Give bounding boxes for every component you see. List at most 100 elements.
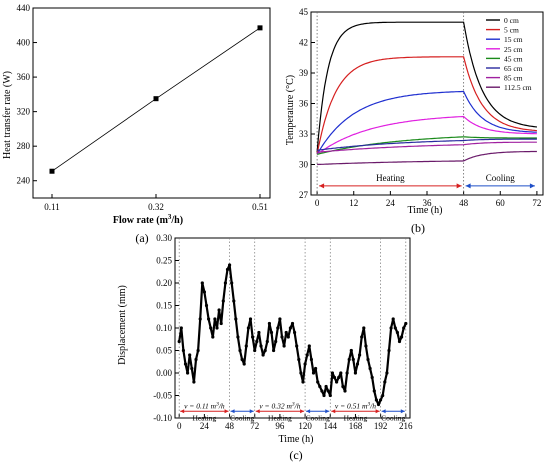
panel-b-x-tick-label: 48 [459, 198, 469, 208]
panel-a-data-point [257, 25, 263, 31]
panel-c-x-tick-label: 144 [324, 421, 338, 431]
panel-b-y-tick-label: 27 [299, 190, 309, 200]
panel-c-arrow-head [249, 409, 254, 414]
panel-c-x-tick-label: 168 [349, 421, 363, 431]
panel-c-flow-label: v = 0.51 m3/h [335, 401, 376, 410]
panel-b-legend-label: 45 cm [504, 54, 523, 63]
panel-c-x-axis-label: Time (h) [279, 434, 314, 445]
panel-c-arrow-head [180, 409, 185, 414]
panel-c-phase-label: Cooling [306, 413, 330, 422]
panel-b-phase-label: Cooling [486, 173, 516, 183]
panel-b-series-line [317, 138, 537, 151]
panel-c-y-tick-label: 0.10 [156, 323, 172, 333]
panel-b-series-line [316, 90, 537, 155]
panel-b-y-tick-label: 36 [299, 99, 309, 109]
panel-c-trace [178, 263, 407, 406]
panel-a-y-tick-label: 440 [17, 3, 31, 13]
panel-c-y-tick-label: -0.10 [153, 413, 172, 423]
panel-b-series-line [316, 136, 537, 155]
panel-a-y-tick-label: 280 [17, 141, 31, 151]
panel-b-series-line [317, 141, 537, 153]
panel-c-y-tick-label: 0.20 [156, 278, 172, 288]
panel-a-plot-frame [32, 7, 271, 199]
panel-c-arrow-head [224, 409, 229, 414]
panel-a-data-point [153, 96, 159, 102]
panel-c: Displacement (mm) Time (h) (c) -0.10 -0.0… [117, 233, 413, 462]
panel-b-phase-label: Heating [376, 173, 405, 183]
panel-b-series-line [317, 150, 537, 166]
panel-c-flow-label: v = 0.32 m3/h [259, 401, 300, 410]
panel-b-x-tick-label: 0 [315, 198, 320, 208]
panel-c-y-tick-label: 0.15 [156, 301, 172, 311]
panel-b-series-line [316, 21, 537, 153]
panel-c-x-tick-label: 72 [250, 421, 259, 431]
panel-b-legend-label: 5 cm [504, 26, 519, 35]
panel-b-x-tick-label: 60 [496, 198, 506, 208]
panel-b-label: (b) [411, 221, 425, 235]
panel-a: Heat transfer rate (W) Flow rate (m3/h) … [2, 3, 271, 245]
panel-b-y-axis-label: Temperature (°C) [285, 75, 296, 145]
panel-c-x-tick-label: 24 [200, 421, 210, 431]
panel-b-y-tick-label: 30 [299, 160, 309, 170]
panel-c-arrow-head [331, 409, 336, 414]
panel-b-x-tick-label: 24 [386, 198, 396, 208]
panel-b: Temperature (°C) Time (h) (b) 27 30 33 36 39… [285, 7, 544, 235]
panel-a-label: (a) [135, 231, 148, 245]
panel-c-y-axis-label: Displacement (mm) [117, 285, 128, 365]
panel-c-arrow-head [300, 409, 305, 414]
panel-b-y-tick-label: 39 [299, 68, 309, 78]
panel-b-series-line [316, 115, 537, 155]
panel-b-x-tick-label: 36 [423, 198, 433, 208]
panel-b-arrow-head [465, 183, 471, 189]
panel-b-x-tick-label: 12 [349, 198, 358, 208]
panel-a-x-tick-label: 0.51 [252, 202, 268, 212]
panel-a-x-tick-label: 0.11 [44, 202, 59, 212]
panel-a-data-point [49, 168, 55, 174]
panel-b-y-tick-label: 45 [299, 7, 309, 17]
panel-a-y-tick-label: 400 [17, 38, 31, 48]
panel-b-arrow-head [456, 183, 462, 189]
panel-c-label: (c) [289, 448, 302, 462]
panel-c-y-tick-label: 0.30 [156, 233, 172, 243]
panel-b-x-axis-label: Time (h) [408, 205, 443, 216]
panel-b-legend-label: 25 cm [504, 45, 523, 54]
panel-c-arrow-head [375, 409, 380, 414]
panel-c-y-tick-label: 0.00 [156, 368, 172, 378]
panel-c-phase-label: Cooling [381, 413, 405, 422]
panel-b-arrow-head [319, 183, 325, 189]
panel-c-y-tick-label: -0.05 [153, 391, 172, 401]
panel-a-y-axis-label: Heat transfer rate (W) [2, 71, 13, 159]
panel-c-y-tick-label: 0.25 [156, 256, 172, 266]
panel-a-x-axis-label: Flow rate (m3/h) [113, 213, 183, 226]
panel-c-arrow-head [381, 409, 386, 414]
panel-b-y-tick-label: 42 [299, 38, 308, 48]
panel-b-arrow-head [529, 183, 535, 189]
panel-a-x-tick-label: 0.32 [148, 202, 164, 212]
panel-b-x-tick-label: 72 [532, 198, 541, 208]
panel-c-phase-label: Cooling [230, 413, 254, 422]
panel-c-x-tick-label: 192 [374, 421, 388, 431]
panel-a-y-tick-label: 320 [17, 107, 31, 117]
panel-c-x-tick-label: 48 [225, 421, 235, 431]
panel-b-series-line [316, 56, 537, 155]
panel-c-x-tick-label: 96 [275, 421, 285, 431]
panel-c-phase-label: Heating [193, 413, 217, 422]
panel-b-legend-label: 15 cm [504, 35, 523, 44]
panel-c-arrow-head [400, 409, 405, 414]
panel-c-phase-label: Heating [268, 413, 292, 422]
panel-b-legend-label: 65 cm [504, 64, 523, 73]
panel-b-legend-label: 0 cm [504, 16, 519, 25]
panel-b-y-tick-label: 33 [299, 129, 309, 139]
panel-a-y-tick-label: 360 [17, 72, 31, 82]
panel-c-arrow-head [325, 409, 330, 414]
panel-c-arrow-head [255, 409, 260, 414]
panel-b-legend-label: 112.5 cm [504, 83, 532, 92]
panel-c-arrow-head [230, 409, 235, 414]
panel-a-y-tick-label: 240 [17, 176, 31, 186]
panel-c-arrow-head [306, 409, 311, 414]
panel-c-x-tick-label: 0 [177, 421, 182, 431]
panel-c-flow-label: v = 0.11 m3/h [184, 401, 225, 410]
panel-c-phase-label: Heating [344, 413, 368, 422]
